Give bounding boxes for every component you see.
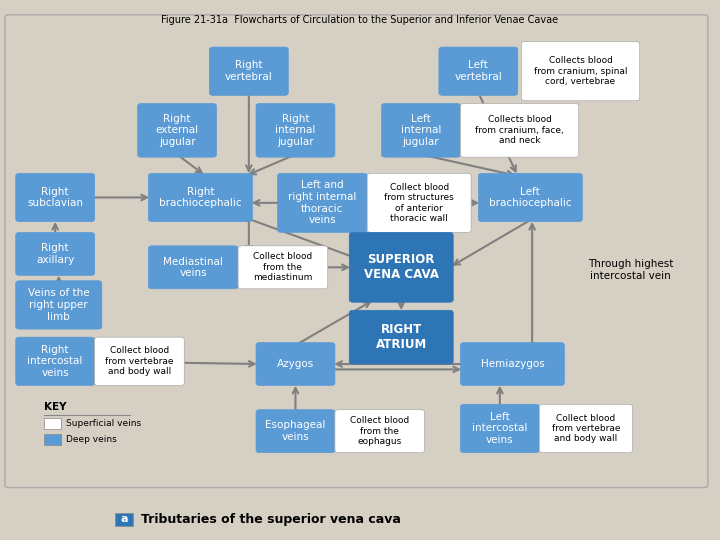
Text: Mediastinal
veins: Mediastinal veins <box>163 256 223 278</box>
FancyBboxPatch shape <box>256 410 335 453</box>
Text: Left
intercostal
veins: Left intercostal veins <box>472 412 528 445</box>
Text: Right
intercostal
veins: Right intercostal veins <box>27 345 83 378</box>
Text: Hemiazygos: Hemiazygos <box>480 359 544 369</box>
Text: Left
brachiocephalic: Left brachiocephalic <box>489 187 572 208</box>
FancyBboxPatch shape <box>277 173 367 232</box>
Text: Figure 21-31a  Flowcharts of Circulation to the Superior and Inferior Venae Cava: Figure 21-31a Flowcharts of Circulation … <box>161 15 559 25</box>
FancyBboxPatch shape <box>16 232 94 275</box>
Text: Tributaries of the superior vena cava: Tributaries of the superior vena cava <box>141 513 401 526</box>
FancyBboxPatch shape <box>16 281 102 329</box>
FancyBboxPatch shape <box>439 47 518 96</box>
Text: Left
vertebral: Left vertebral <box>454 60 503 82</box>
FancyBboxPatch shape <box>382 104 460 157</box>
FancyBboxPatch shape <box>335 410 425 453</box>
Text: a: a <box>120 514 127 524</box>
Text: Collect blood
from vertebrae
and body wall: Collect blood from vertebrae and body wa… <box>105 347 174 376</box>
Text: Collect blood
from structures
of anterior
thoracic wall: Collect blood from structures of anterio… <box>384 183 454 223</box>
Text: Esophageal
veins: Esophageal veins <box>265 420 325 442</box>
Text: Right
external
jugular: Right external jugular <box>156 114 199 147</box>
Text: Collect blood
from vertebrae
and body wall: Collect blood from vertebrae and body wa… <box>552 414 620 443</box>
Text: Right
axillary: Right axillary <box>36 243 74 265</box>
Text: Right
internal
jugular: Right internal jugular <box>275 114 315 147</box>
Text: Collects blood
from cranium, face,
and neck: Collects blood from cranium, face, and n… <box>475 116 564 145</box>
FancyBboxPatch shape <box>521 42 639 101</box>
FancyBboxPatch shape <box>349 310 453 364</box>
FancyBboxPatch shape <box>460 404 539 453</box>
FancyBboxPatch shape <box>16 173 94 221</box>
FancyBboxPatch shape <box>148 173 253 221</box>
FancyBboxPatch shape <box>5 15 708 488</box>
Text: SUPERIOR
VENA CAVA: SUPERIOR VENA CAVA <box>364 253 438 281</box>
Text: Right
brachiocephalic: Right brachiocephalic <box>159 187 242 208</box>
Text: Left
internal
jugular: Left internal jugular <box>401 114 441 147</box>
FancyBboxPatch shape <box>44 418 61 429</box>
FancyBboxPatch shape <box>539 404 633 453</box>
FancyBboxPatch shape <box>256 104 335 157</box>
FancyBboxPatch shape <box>349 232 453 302</box>
Text: Collect blood
from the
mediastinum: Collect blood from the mediastinum <box>253 252 312 282</box>
Text: Right
vertebral: Right vertebral <box>225 60 273 82</box>
FancyBboxPatch shape <box>115 513 132 526</box>
FancyBboxPatch shape <box>44 434 61 445</box>
Text: Left and
right internal
thoracic
veins: Left and right internal thoracic veins <box>288 180 356 225</box>
FancyBboxPatch shape <box>460 342 564 386</box>
Text: RIGHT
ATRIUM: RIGHT ATRIUM <box>376 323 427 351</box>
Text: Superficial veins: Superficial veins <box>66 419 141 428</box>
Text: Right
subclavian: Right subclavian <box>27 187 84 208</box>
FancyBboxPatch shape <box>16 337 94 386</box>
Text: Deep veins: Deep veins <box>66 435 117 444</box>
FancyBboxPatch shape <box>256 342 335 386</box>
Text: Azygos: Azygos <box>276 359 314 369</box>
FancyBboxPatch shape <box>367 173 471 232</box>
Text: KEY: KEY <box>45 402 67 411</box>
FancyBboxPatch shape <box>210 47 288 96</box>
FancyBboxPatch shape <box>138 104 217 157</box>
Text: Collect blood
from the
eophagus: Collect blood from the eophagus <box>350 416 410 446</box>
FancyBboxPatch shape <box>238 246 328 289</box>
FancyBboxPatch shape <box>148 246 238 289</box>
FancyBboxPatch shape <box>460 104 579 157</box>
FancyBboxPatch shape <box>94 337 184 386</box>
Text: Through highest
intercostal vein: Through highest intercostal vein <box>588 259 673 281</box>
Text: Veins of the
right upper
limb: Veins of the right upper limb <box>28 288 89 321</box>
FancyBboxPatch shape <box>572 248 690 292</box>
Text: Collects blood
from cranium, spinal
cord, vertebrae: Collects blood from cranium, spinal cord… <box>534 56 627 86</box>
FancyBboxPatch shape <box>478 173 582 221</box>
